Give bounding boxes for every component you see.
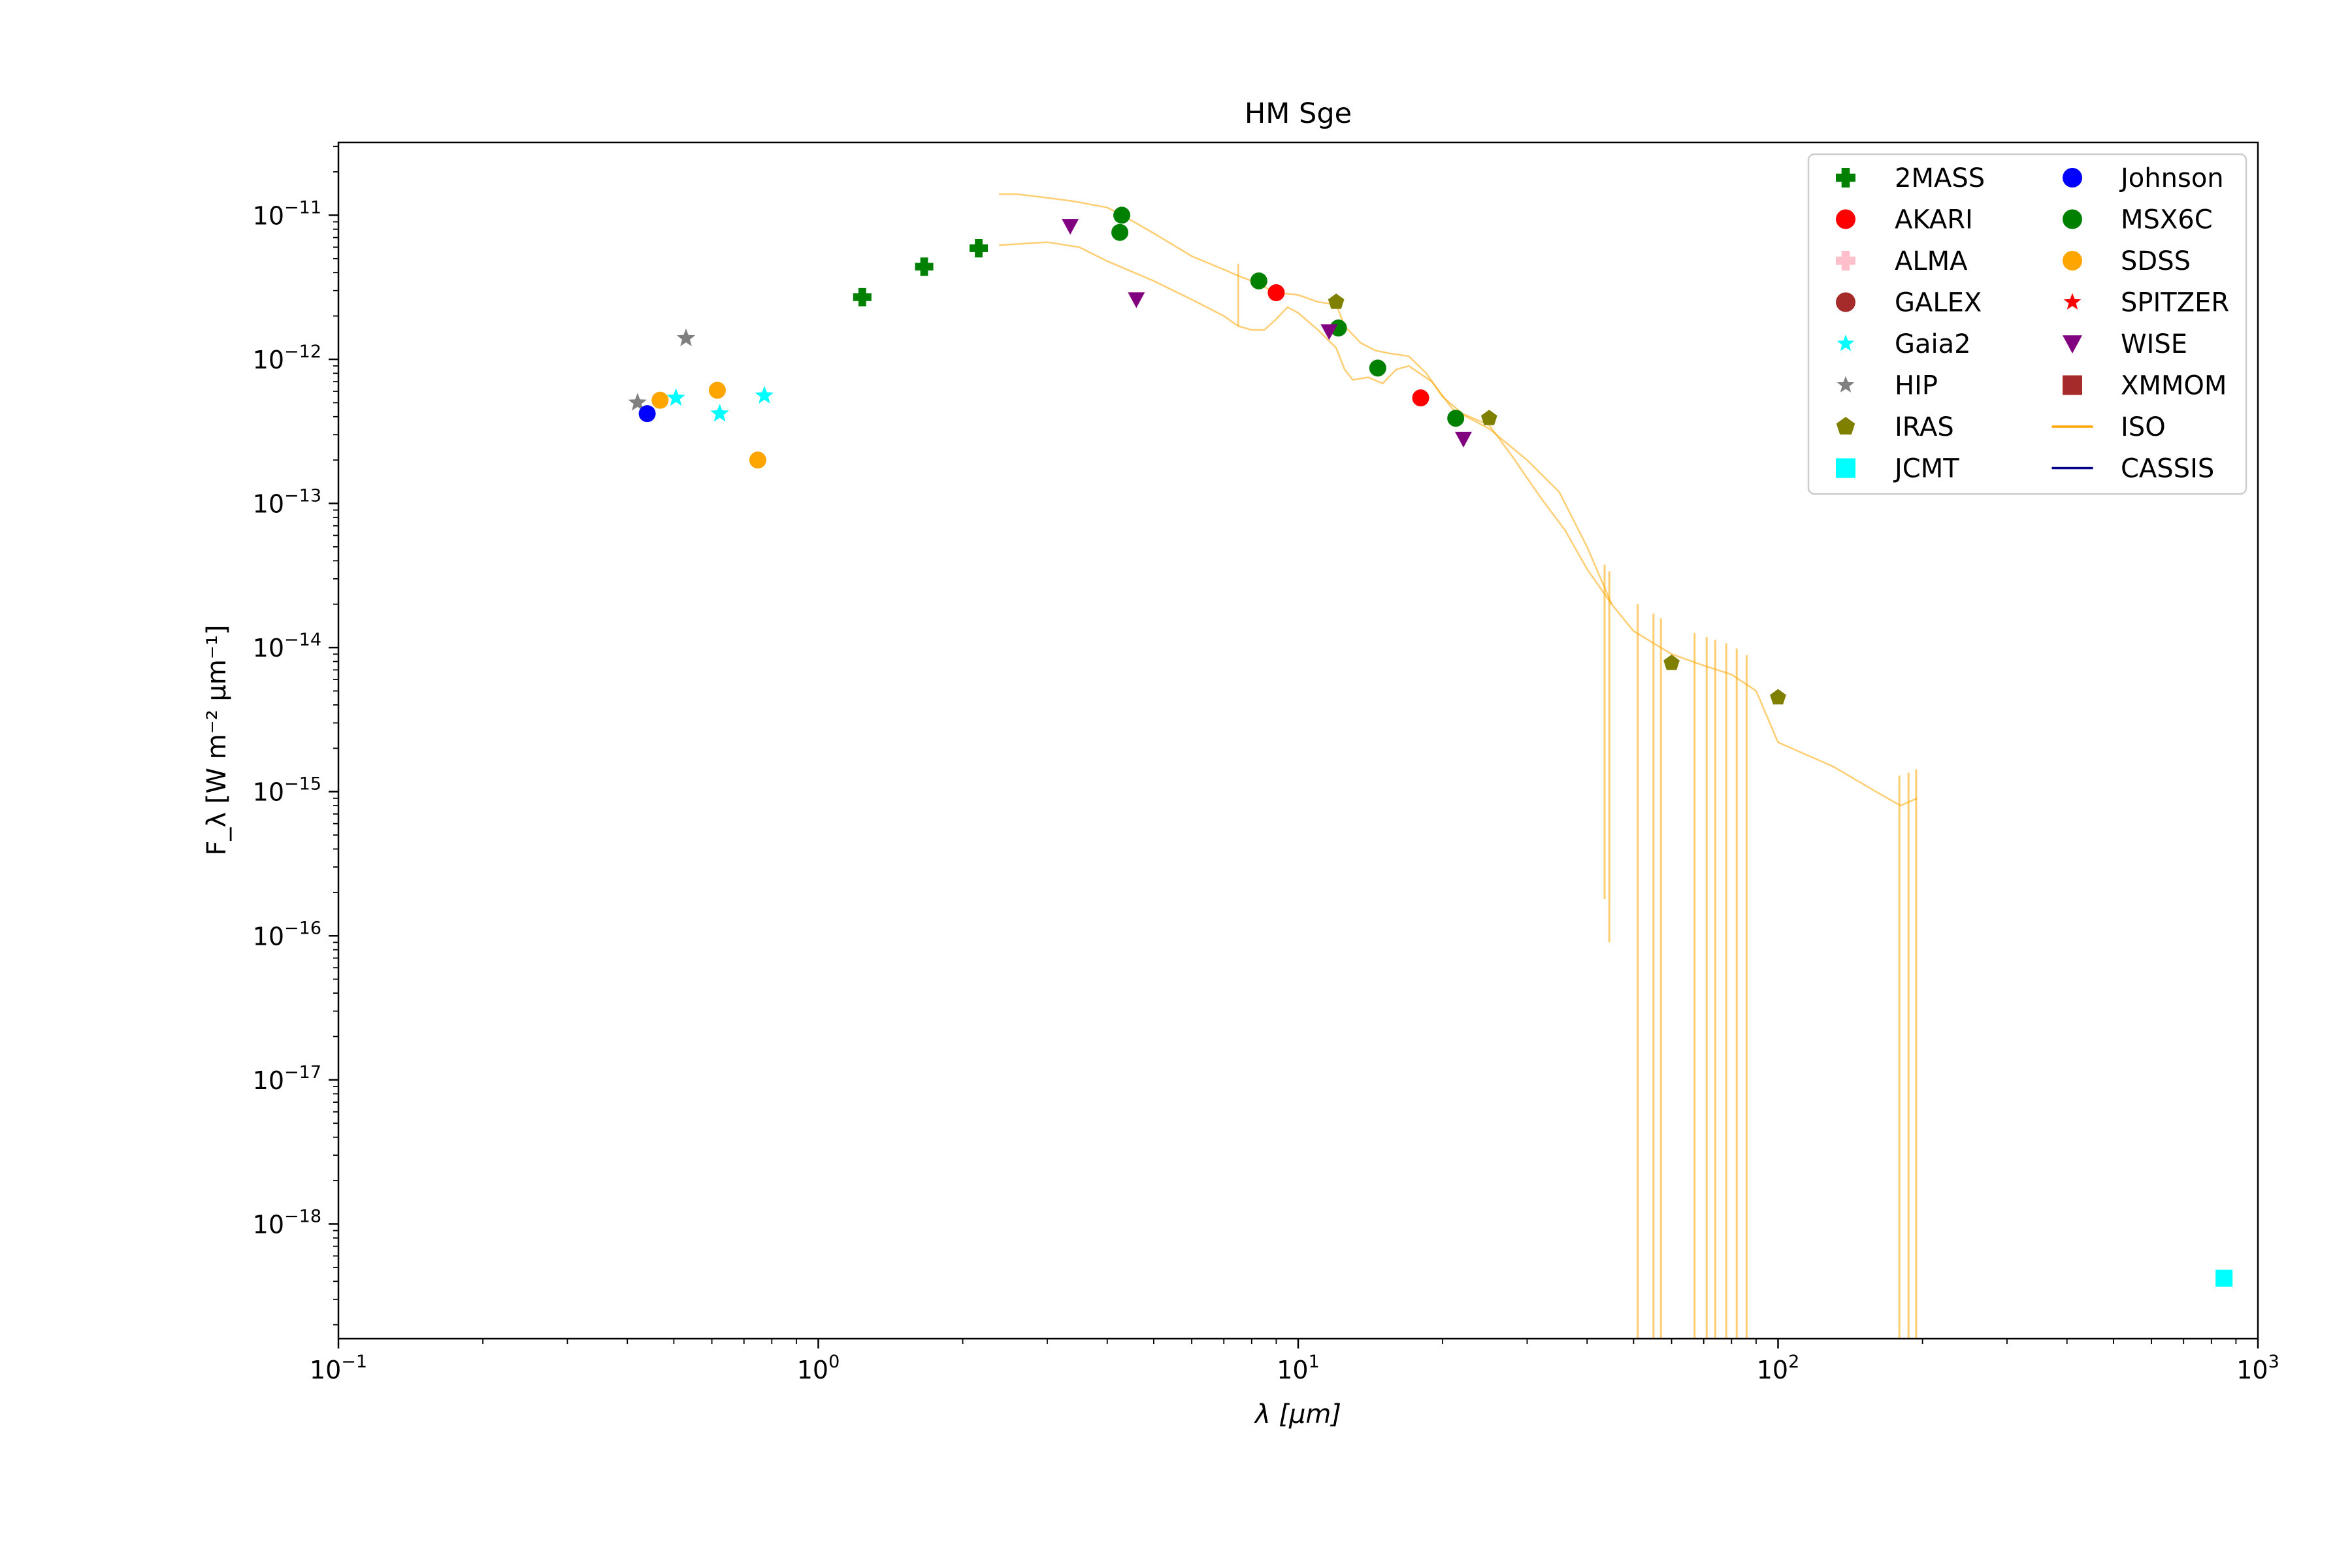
data-point-jcmt [2215,1269,2233,1287]
x-axis-label: λ [μm] [1254,1399,1341,1429]
data-point-msx6c [1369,359,1386,377]
data-point-gaia2 [666,388,685,406]
data-point-hip [628,393,647,411]
legend-marker-wise [2063,335,2082,353]
legend-label-msx6c: MSX6C [2121,205,2213,235]
legend-label-iras: IRAS [1895,412,1954,442]
legend-label-galex: GALEX [1895,288,1982,318]
legend-marker-iras [1836,417,1855,435]
chart-title: HM Sge [1245,97,1352,130]
legend-label-johnson: Johnson [2119,163,2224,193]
data-point-wise [1062,219,1079,235]
legend-marker-jcmt [1836,458,1855,478]
data-point-gaia2 [710,404,729,422]
legend-marker-galex [1836,292,1855,312]
data-point-msx6c [1447,410,1465,427]
data-point-wise [1128,292,1145,308]
data-point-akari [1412,389,1429,407]
legend-label-alma: ALMA [1895,246,1968,276]
data-point-msx6c [1330,319,1347,337]
x-tick-label: 103 [2236,1352,2279,1384]
data-point-sdss [708,382,726,399]
iso-spectrum-upper [999,193,1918,807]
legend-marker-hip [1837,376,1855,393]
data-point-hip [676,328,696,346]
data-point-sdss [651,391,669,409]
data-point-akari [1267,284,1285,302]
data-point-msx6c [1111,223,1129,241]
legend-marker-spitzer [2063,293,2082,310]
data-point-msx6c [1250,272,1267,289]
data-point-2mass [970,238,988,257]
data-point-wise [1454,431,1472,448]
data-point-wise [1320,324,1338,340]
data-point-iras [1663,654,1680,670]
legend-label-sdss: SDSS [2121,246,2191,276]
iso-spectrum [999,193,1918,1339]
legend-label-jcmt: JCMT [1893,454,1959,484]
legend-marker-sdss [2063,251,2082,270]
data-point-2mass [915,257,934,276]
legend-label-wise: WISE [2121,329,2187,359]
legend-marker-gaia2 [1837,335,1855,351]
legend-label-2mass: 2MASS [1895,163,1985,193]
data-point-iras [1328,293,1345,309]
legend-marker-msx6c [2063,209,2082,229]
legend-label-spitzer: SPITZER [2121,288,2229,318]
x-tick-label: 10−1 [310,1352,367,1384]
legend-marker-johnson [2063,168,2082,188]
legend-label-iso: ISO [2121,412,2166,442]
legend-label-gaia2: Gaia2 [1895,329,1971,359]
data-point-msx6c [1113,206,1131,224]
legend-marker-alma [1836,251,1855,270]
legend: 2MASS AKARI ALMA GALEX Gaia2 HIP IRAS JCMT Johns… [1807,153,2247,495]
data-point-2mass [853,287,872,306]
legend-label-xmmom: XMMOM [2121,371,2227,401]
legend-marker-xmmom [2063,375,2082,395]
legend-label-akari: AKARI [1895,205,1973,235]
legend-box [1807,153,2247,495]
legend-label-cassis: CASSIS [2121,454,2214,484]
x-axis-ticks: 10−1 100 101 102 103 [310,1339,2279,1384]
iso-spectrum-lower [999,241,1612,605]
legend-marker-2mass [1836,168,1855,188]
legend-label-hip: HIP [1895,371,1938,401]
legend-marker-akari [1836,209,1855,229]
data-point-iras [1480,410,1497,425]
data-point-johnson [638,405,656,423]
y-axis-label: F_λ [W m⁻² μm⁻¹] [202,625,232,855]
photometry-points [628,206,2233,1287]
data-point-iras [1770,689,1786,705]
data-point-gaia2 [755,385,774,404]
x-tick-label: 101 [1277,1352,1320,1384]
data-point-sdss [749,451,766,469]
